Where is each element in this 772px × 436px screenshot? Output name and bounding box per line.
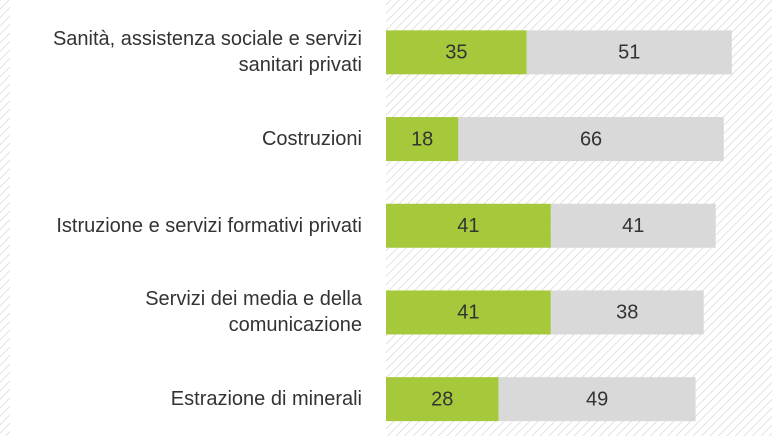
bar-segment	[386, 30, 527, 75]
bar-segment	[550, 290, 704, 335]
left-edge	[0, 0, 10, 436]
category-label: Istruzione e servizi formativi privati	[56, 214, 362, 237]
bar-segment	[386, 117, 459, 162]
bar-segment	[386, 203, 551, 248]
value-label: 41	[457, 215, 479, 237]
bar-segment	[458, 117, 724, 162]
bar-segment	[386, 290, 551, 335]
bar-segment	[550, 203, 716, 248]
bar-segment	[386, 377, 499, 422]
value-label: 41	[457, 302, 479, 324]
bar-segment	[498, 377, 696, 422]
category-label: Estrazione di minerali	[170, 388, 362, 411]
bar-segment	[526, 30, 732, 75]
value-label: 28	[431, 388, 453, 410]
value-label: 35	[445, 42, 467, 64]
category-label: Costruzioni	[261, 128, 362, 151]
value-label: 18	[411, 128, 433, 150]
value-label: 49	[586, 388, 608, 410]
value-label: 66	[580, 128, 602, 150]
value-label: 51	[618, 42, 640, 64]
value-label: 41	[622, 215, 644, 237]
value-label: 38	[616, 302, 638, 324]
category-label: Servizi dei media e della comunicazione	[145, 288, 362, 337]
category-label: Sanità, assistenza sociale e servizi san…	[52, 28, 362, 77]
